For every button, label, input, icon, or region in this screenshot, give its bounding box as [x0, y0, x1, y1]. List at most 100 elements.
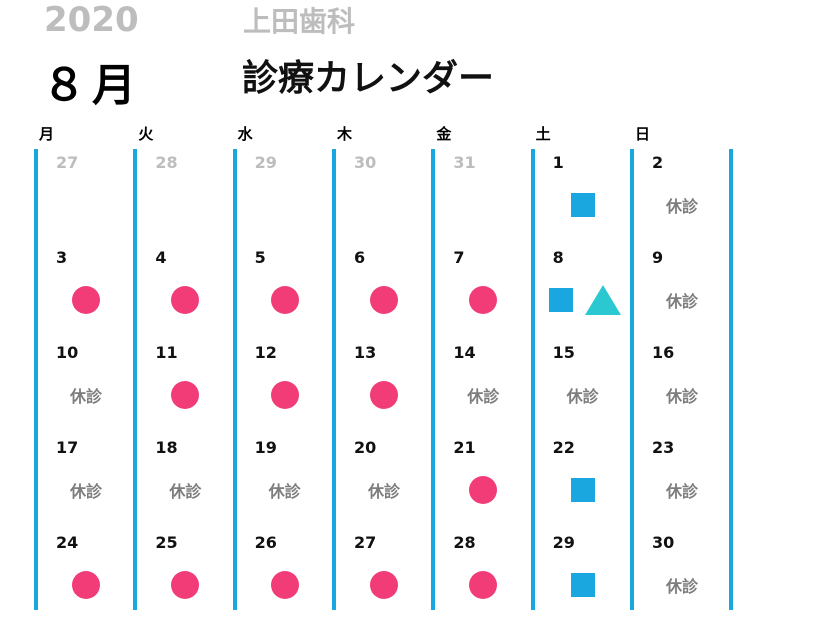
square-icon	[548, 288, 573, 312]
day-number: 19	[254, 438, 277, 457]
day-status	[435, 282, 531, 318]
day-number: 8	[552, 248, 564, 267]
day-status	[545, 282, 625, 318]
day-status	[336, 377, 432, 413]
day-number: 29	[254, 153, 277, 172]
day-status: 休診	[634, 472, 730, 508]
weekday-label: 木	[336, 125, 352, 143]
calendar-day-cell: 18 休診	[137, 434, 233, 529]
day-number: 28	[453, 533, 476, 552]
calendar-day-cell: 22	[535, 434, 631, 529]
day-number: 17	[56, 438, 79, 457]
day-status	[535, 187, 631, 223]
calendar-day-cell: 26	[237, 529, 333, 624]
day-status: 休診	[634, 567, 730, 603]
open-dot-icon	[369, 286, 398, 314]
column-divider	[34, 149, 38, 610]
calendar-day-cell: 13	[336, 339, 432, 434]
open-dot-icon	[171, 571, 200, 599]
open-dot-icon	[270, 571, 299, 599]
day-status	[237, 282, 333, 318]
calendar-day-cell: 20 休診	[336, 434, 432, 529]
day-number: 3	[56, 248, 68, 267]
day-number: 11	[155, 343, 178, 362]
day-number: 28	[155, 153, 178, 172]
day-status: 休診	[535, 377, 631, 413]
square-icon	[570, 573, 595, 597]
day-status	[237, 567, 333, 603]
day-status	[535, 472, 631, 508]
day-status	[137, 377, 233, 413]
closed-label: 休診	[169, 482, 202, 501]
day-status	[237, 377, 333, 413]
day-status	[336, 282, 432, 318]
open-dot-icon	[72, 286, 100, 314]
day-number: 29	[552, 533, 575, 552]
calendar-day-cell: 23 休診	[634, 434, 730, 529]
day-status	[535, 567, 631, 603]
day-number: 25	[155, 533, 178, 552]
day-number: 16	[651, 343, 675, 362]
closed-label: 休診	[665, 577, 698, 596]
calendar-day-cell: 29	[535, 529, 631, 624]
day-status	[38, 282, 134, 318]
calendar-day-cell: 30 休診	[634, 529, 730, 624]
day-number: 21	[453, 438, 476, 457]
day-number: 7	[453, 248, 465, 267]
column-divider	[530, 149, 535, 610]
calendar-day-cell: 28	[435, 529, 531, 624]
day-status	[137, 567, 233, 603]
day-status: 休診	[237, 472, 333, 508]
weekday-label: 土	[535, 125, 551, 143]
day-status	[137, 282, 233, 318]
closed-label: 休診	[467, 387, 500, 406]
square-icon	[570, 478, 595, 502]
weekday-label: 金	[436, 125, 452, 143]
day-status: 休診	[634, 187, 730, 223]
day-status: 休診	[435, 377, 531, 413]
closed-label: 休診	[665, 292, 698, 311]
calendar-day-cell: 27	[336, 529, 432, 624]
calendar-day-cell: 21	[435, 434, 531, 529]
clinic-name: 上田歯科	[243, 5, 356, 38]
day-number: 2	[651, 153, 664, 172]
day-number: 5	[254, 248, 266, 267]
day-status: 休診	[634, 282, 730, 318]
calendar-day-cell: 6	[336, 244, 432, 339]
calendar-day-cell: 25	[137, 529, 233, 624]
year-label: 2020	[44, 0, 139, 40]
column-divider	[729, 149, 734, 610]
calendar-day-cell: 15 休診	[535, 339, 631, 434]
square-icon	[570, 193, 595, 217]
day-number: 12	[254, 343, 277, 362]
weekday-label: 日	[634, 125, 650, 143]
open-dot-icon	[369, 571, 398, 599]
column-divider	[232, 149, 237, 610]
calendar-day-cell: 31	[435, 149, 531, 244]
calendar-day-cell: 11	[137, 339, 233, 434]
closed-label: 休診	[367, 482, 400, 501]
day-number: 23	[651, 438, 675, 457]
open-dot-icon	[469, 286, 498, 314]
day-number: 20	[353, 438, 377, 457]
day-status	[38, 567, 134, 603]
calendar-day-cell: 12	[237, 339, 333, 434]
day-number: 6	[353, 248, 366, 267]
calendar-day-cell: 17 休診	[38, 434, 134, 529]
day-status: 休診	[336, 472, 432, 508]
day-number: 1	[552, 153, 564, 172]
open-dot-icon	[171, 381, 200, 409]
open-dot-icon	[270, 381, 299, 409]
calendar-day-cell: 29	[237, 149, 333, 244]
calendar-day-cell: 7	[435, 244, 531, 339]
closed-label: 休診	[665, 197, 698, 216]
day-status: 休診	[634, 377, 730, 413]
weekday-label: 水	[237, 125, 253, 143]
calendar-day-cell: 24	[38, 529, 134, 624]
weekday-label: 月	[39, 125, 55, 143]
open-dot-icon	[72, 571, 100, 599]
calendar-day-cell: 19 休診	[237, 434, 333, 529]
day-number: 30	[651, 533, 675, 552]
calendar-day-cell: 8	[535, 244, 631, 339]
day-number: 26	[254, 533, 277, 552]
